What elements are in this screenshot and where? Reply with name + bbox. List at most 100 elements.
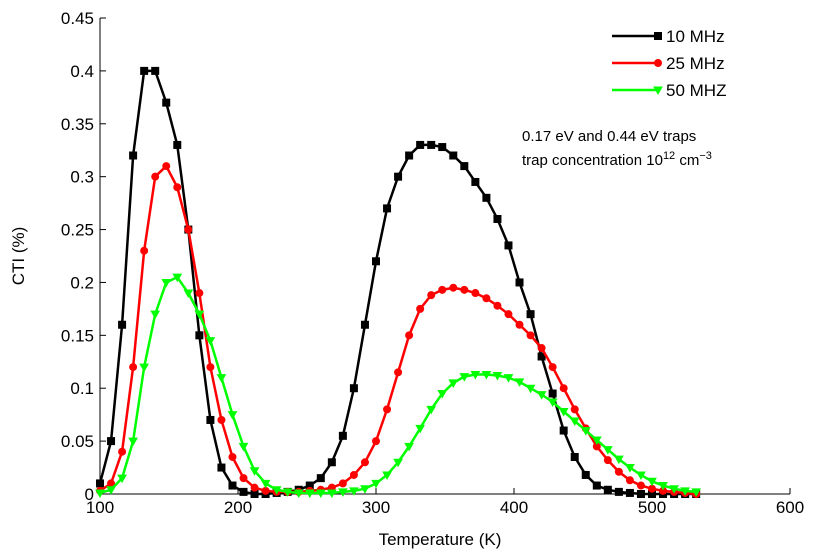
marker (282, 488, 293, 497)
marker (614, 467, 623, 476)
marker (459, 373, 470, 382)
y-tick-label: 0.35 (61, 115, 94, 134)
marker (383, 405, 392, 414)
marker (416, 140, 425, 149)
marker (194, 310, 205, 320)
marker (260, 479, 271, 489)
legend-marker (654, 59, 662, 67)
marker (570, 452, 579, 461)
marker (393, 458, 403, 468)
y-axis-label: CTI (%) (9, 227, 28, 286)
marker (427, 140, 436, 149)
marker (558, 407, 569, 417)
marker (216, 374, 227, 383)
marker (327, 458, 336, 467)
marker (471, 177, 480, 186)
annotation-text: 0.17 eV and 0.44 eV traps (522, 128, 696, 145)
marker (503, 374, 514, 383)
marker (106, 486, 116, 495)
marker (371, 479, 381, 489)
marker (95, 489, 105, 498)
marker (405, 151, 414, 160)
marker (625, 464, 635, 473)
marker (360, 320, 369, 329)
marker (514, 378, 525, 387)
marker (580, 427, 591, 436)
marker (338, 488, 348, 497)
marker (658, 482, 668, 491)
marker (449, 151, 458, 160)
y-tick-label: 0.4 (70, 62, 94, 81)
marker (669, 485, 679, 494)
marker (162, 162, 171, 171)
marker (206, 363, 215, 372)
marker (559, 426, 568, 435)
marker (140, 66, 149, 75)
marker (537, 344, 546, 353)
marker (195, 331, 204, 340)
y-tick-label: 0.45 (61, 9, 94, 28)
marker (548, 363, 557, 372)
marker (184, 225, 193, 234)
marker (118, 447, 127, 456)
marker (592, 481, 601, 490)
marker (151, 66, 160, 75)
marker (492, 372, 503, 381)
series-line (99, 164, 697, 496)
marker (129, 151, 138, 160)
marker (482, 294, 491, 303)
marker (173, 140, 182, 149)
marker (227, 411, 238, 420)
marker (525, 384, 536, 394)
y-tick-label: 0.25 (61, 221, 94, 240)
marker (195, 289, 204, 298)
x-tick-label: 100 (86, 498, 114, 517)
marker (569, 417, 580, 427)
marker (404, 442, 414, 452)
marker (249, 467, 260, 476)
marker (217, 415, 226, 424)
marker (625, 488, 634, 497)
marker (438, 143, 447, 152)
x-axis-label: Temperature (K) (379, 530, 502, 549)
y-tick-label: 0.05 (61, 432, 94, 451)
marker (217, 463, 226, 472)
marker (460, 285, 469, 294)
marker (172, 273, 183, 283)
marker (647, 477, 657, 487)
marker (547, 398, 558, 407)
marker (602, 446, 613, 455)
marker (603, 456, 612, 465)
marker (293, 489, 304, 498)
x-tick-label: 200 (224, 498, 252, 517)
annotation: trap concentration 1012 cm−3 (522, 150, 712, 169)
marker (117, 474, 127, 484)
marker (427, 291, 436, 300)
marker (625, 476, 634, 485)
legend-marker (654, 32, 662, 40)
x-tick-label: 300 (362, 498, 390, 517)
marker (271, 486, 282, 495)
marker (338, 431, 347, 440)
marker (591, 436, 602, 446)
marker (128, 437, 138, 447)
marker (482, 193, 491, 202)
marker (161, 278, 172, 288)
marker (206, 415, 215, 424)
marker (548, 389, 557, 398)
marker (614, 455, 624, 465)
x-tick-label: 600 (776, 498, 804, 517)
marker (570, 405, 579, 414)
annotation-superscript: −3 (699, 150, 712, 162)
marker (228, 452, 237, 461)
marker (493, 214, 502, 223)
legend-label: 25 MHz (666, 54, 725, 73)
marker (515, 278, 524, 287)
marker (448, 379, 459, 388)
legend-label: 10 MHz (666, 27, 725, 46)
marker (349, 487, 359, 496)
marker (349, 470, 358, 479)
marker (426, 405, 437, 415)
marker (581, 470, 590, 479)
marker (183, 289, 194, 299)
